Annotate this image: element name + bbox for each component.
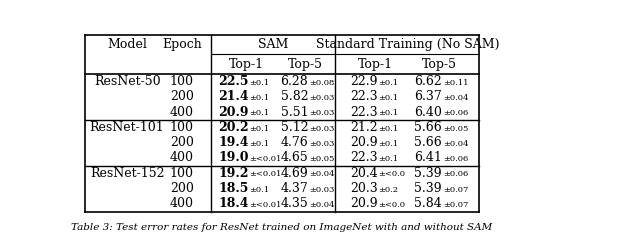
Text: 22.5: 22.5 (218, 75, 249, 88)
Text: ±0.1: ±0.1 (379, 79, 399, 87)
Text: Top-5: Top-5 (422, 58, 457, 71)
Text: Model: Model (107, 38, 147, 51)
Text: 400: 400 (170, 197, 194, 210)
Text: 6.37: 6.37 (414, 90, 442, 103)
Text: 20.3: 20.3 (350, 182, 378, 195)
Text: ±0.1: ±0.1 (250, 140, 269, 148)
Text: 4.35: 4.35 (280, 197, 308, 210)
Text: 200: 200 (170, 136, 194, 149)
Text: 200: 200 (170, 182, 194, 195)
Text: 6.62: 6.62 (414, 75, 442, 88)
Text: 19.0: 19.0 (218, 152, 249, 164)
Text: ±0.05: ±0.05 (309, 155, 335, 163)
Text: ±0.04: ±0.04 (309, 171, 335, 178)
Text: 22.3: 22.3 (350, 152, 378, 164)
Text: ±0.03: ±0.03 (309, 94, 335, 102)
Text: 20.9: 20.9 (218, 106, 249, 119)
Text: 5.12: 5.12 (280, 121, 308, 134)
Text: 5.51: 5.51 (280, 106, 308, 119)
Text: ±<0.01: ±<0.01 (250, 201, 282, 209)
Text: 5.82: 5.82 (280, 90, 308, 103)
Text: 5.66: 5.66 (414, 136, 442, 149)
Text: 18.4: 18.4 (218, 197, 249, 210)
Text: 4.37: 4.37 (280, 182, 308, 195)
Text: 400: 400 (170, 106, 194, 119)
Text: 5.39: 5.39 (415, 167, 442, 180)
Text: ±0.03: ±0.03 (309, 125, 335, 132)
Text: ±<0.0: ±<0.0 (379, 201, 406, 209)
Text: ±0.1: ±0.1 (379, 125, 399, 132)
Text: 21.4: 21.4 (218, 90, 249, 103)
Text: 6.41: 6.41 (414, 152, 442, 164)
Text: ±0.1: ±0.1 (379, 140, 399, 148)
Text: 400: 400 (170, 152, 194, 164)
Text: Epoch: Epoch (162, 38, 202, 51)
Text: ±0.03: ±0.03 (309, 186, 335, 194)
Text: 100: 100 (170, 167, 194, 180)
Text: 4.65: 4.65 (280, 152, 308, 164)
Text: ±0.1: ±0.1 (250, 125, 269, 132)
Text: ±0.1: ±0.1 (379, 109, 399, 117)
Text: ±0.1: ±0.1 (379, 155, 399, 163)
Text: ±0.06: ±0.06 (443, 155, 468, 163)
Text: ±0.04: ±0.04 (309, 201, 335, 209)
Text: ±0.04: ±0.04 (443, 94, 468, 102)
Text: 100: 100 (170, 75, 194, 88)
Text: ±0.05: ±0.05 (443, 125, 468, 132)
Text: 22.3: 22.3 (350, 106, 378, 119)
Text: ±0.06: ±0.06 (443, 171, 468, 178)
Text: ResNet-152: ResNet-152 (90, 167, 164, 180)
Text: 6.28: 6.28 (280, 75, 308, 88)
Text: Top-1: Top-1 (228, 58, 264, 71)
Text: ResNet-50: ResNet-50 (94, 75, 161, 88)
Text: 18.5: 18.5 (218, 182, 249, 195)
Text: ±0.11: ±0.11 (443, 79, 468, 87)
Text: 4.76: 4.76 (280, 136, 308, 149)
Text: ±0.06: ±0.06 (443, 109, 468, 117)
Text: Top-1: Top-1 (358, 58, 393, 71)
Text: SAM: SAM (259, 38, 289, 51)
Text: ±0.1: ±0.1 (379, 94, 399, 102)
Text: ±0.1: ±0.1 (250, 186, 269, 194)
Text: 20.9: 20.9 (350, 197, 378, 210)
Text: 5.84: 5.84 (414, 197, 442, 210)
Text: ±<0.01: ±<0.01 (250, 171, 282, 178)
Text: ResNet-101: ResNet-101 (90, 121, 164, 134)
Text: 20.9: 20.9 (350, 136, 378, 149)
Text: ±0.04: ±0.04 (443, 140, 468, 148)
Text: ±0.07: ±0.07 (443, 186, 468, 194)
Text: ±<0.0: ±<0.0 (379, 171, 406, 178)
Text: ±0.1: ±0.1 (250, 109, 269, 117)
Text: 4.69: 4.69 (280, 167, 308, 180)
Text: 22.3: 22.3 (350, 90, 378, 103)
Text: Top-5: Top-5 (288, 58, 323, 71)
Text: Table 3: Test error rates for ResNet trained on ImageNet with and without SAM: Table 3: Test error rates for ResNet tra… (72, 223, 493, 232)
Text: 19.4: 19.4 (218, 136, 249, 149)
Text: 5.39: 5.39 (415, 182, 442, 195)
Text: 6.40: 6.40 (414, 106, 442, 119)
Text: ±0.1: ±0.1 (250, 94, 269, 102)
Text: ±<0.01: ±<0.01 (250, 155, 282, 163)
Text: ±0.2: ±0.2 (379, 186, 399, 194)
Text: 19.2: 19.2 (218, 167, 249, 180)
Text: 21.2: 21.2 (350, 121, 378, 134)
Text: ±0.1: ±0.1 (250, 79, 269, 87)
Text: 20.2: 20.2 (218, 121, 249, 134)
Text: 22.9: 22.9 (350, 75, 378, 88)
Text: 20.4: 20.4 (350, 167, 378, 180)
Text: ±0.08: ±0.08 (309, 79, 335, 87)
Text: 5.66: 5.66 (414, 121, 442, 134)
Text: ±0.07: ±0.07 (443, 201, 468, 209)
Text: ±0.03: ±0.03 (309, 109, 335, 117)
Text: Standard Training (No SAM): Standard Training (No SAM) (316, 38, 499, 51)
Text: ±0.03: ±0.03 (309, 140, 335, 148)
Text: 100: 100 (170, 121, 194, 134)
Text: 200: 200 (170, 90, 194, 103)
